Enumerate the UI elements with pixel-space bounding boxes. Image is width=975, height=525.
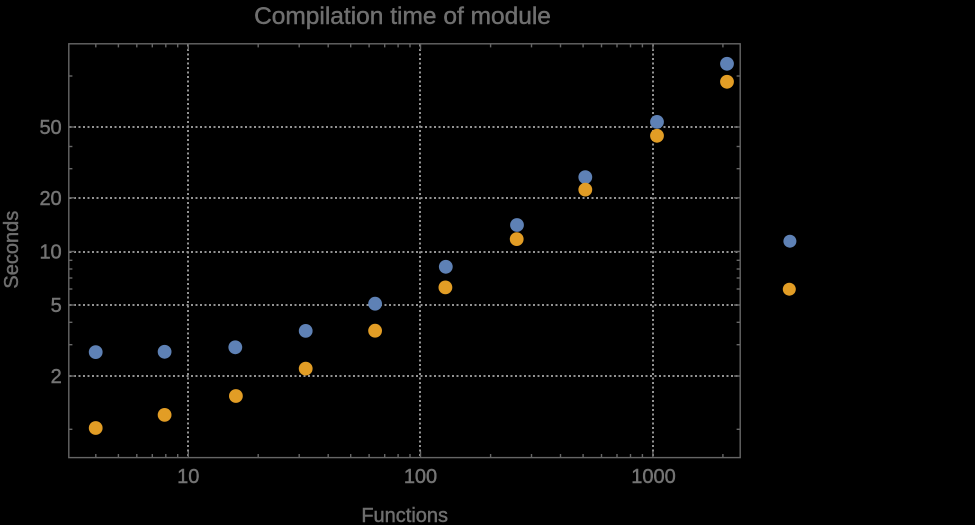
svg-text:Seconds: Seconds: [1, 211, 23, 289]
svg-text:10: 10: [39, 242, 61, 264]
svg-text:1000: 1000: [631, 466, 676, 488]
svg-text:10: 10: [177, 466, 199, 488]
svg-text:2: 2: [51, 366, 62, 388]
svg-text:Functions: Functions: [361, 505, 448, 525]
svg-text:5: 5: [51, 295, 62, 317]
svg-text:Compilation time of module: Compilation time of module: [254, 3, 551, 30]
svg-text:20: 20: [39, 188, 61, 210]
svg-text:50: 50: [39, 117, 61, 139]
svg-text:100: 100: [404, 466, 437, 488]
